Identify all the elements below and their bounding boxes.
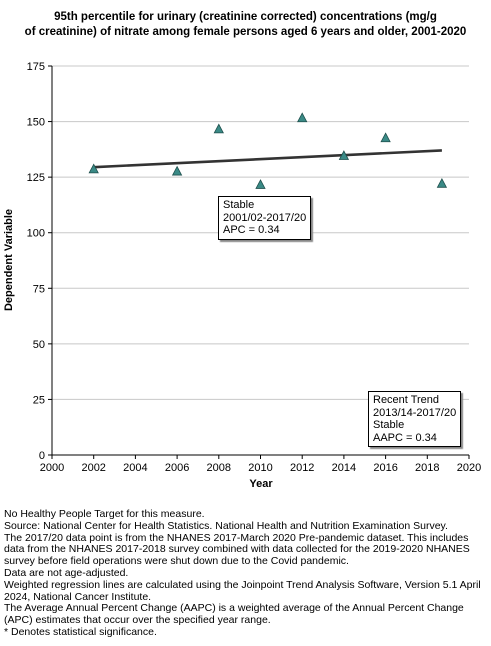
data-point (88, 163, 99, 174)
footnote: The Average Annual Percent Change (AAPC)… (4, 602, 464, 627)
y-tick-label: 150 (27, 117, 45, 129)
data-point (436, 177, 448, 188)
footnote: * Denotes statistical significance. (4, 625, 157, 638)
footnote: Weighted regression lines are calculated… (4, 578, 481, 603)
annotation-line: Stable (223, 199, 255, 211)
y-tick-label: 25 (33, 394, 45, 406)
footnote: The 2017/20 data point is from the NHANE… (4, 531, 470, 568)
data-points (88, 112, 448, 189)
data-point (255, 179, 266, 189)
y-tick-labels: 0 25 50 75 100 125 150 175 (27, 61, 45, 462)
data-point (171, 165, 183, 176)
y-tick-label: 175 (27, 61, 45, 73)
trend-line (93, 149, 442, 169)
x-tick-label: 2004 (123, 462, 147, 474)
footnote: Data are not age-adjusted. (4, 566, 129, 579)
x-tick-label: 2010 (248, 462, 272, 474)
footnote: Source: National Center for Health Stati… (4, 519, 448, 532)
x-tick-label: 2018 (415, 462, 439, 474)
x-tick-label: 2006 (165, 462, 189, 474)
trend-line-group (93, 149, 442, 169)
trend-annotation: Stable 2001/02-2017/20 APC = 0.34 (218, 196, 312, 240)
chart-title-line-2: of creatinine) of nitrate among female p… (24, 26, 467, 38)
y-axis-title: Dependent Variable (3, 209, 15, 311)
x-tick-label: 2012 (290, 462, 314, 474)
annotation-line: Recent Trend (373, 394, 440, 406)
data-point (213, 123, 224, 134)
x-tick-label: 2020 (457, 462, 481, 474)
x-axis-title: Year (249, 478, 273, 490)
data-point (338, 150, 350, 160)
x-tick-label: 2014 (332, 462, 356, 474)
y-tick-label: 0 (39, 450, 45, 462)
footnote: No Healthy People Target for this measur… (4, 508, 205, 520)
x-tick-label: 2016 (373, 462, 397, 474)
y-tick-label: 50 (33, 339, 45, 351)
x-tick-label: 2008 (207, 462, 231, 474)
data-point (297, 112, 308, 123)
y-tick-label: 75 (33, 283, 45, 295)
annotation-line: AAPC = 0.34 (373, 431, 437, 444)
recent-trend-annotation: Recent Trend 2013/14-2017/20 Stable AAPC… (368, 391, 462, 447)
y-tick-label: 100 (27, 228, 45, 240)
x-tick-labels: 2000 2002 2004 2006 2008 2010 2012 2014 2016 2018… (40, 462, 481, 474)
y-tick-label: 125 (27, 172, 45, 184)
x-tick-label: 2002 (81, 462, 105, 474)
chart-title: 95th percentile for urinary (creatinine … (0, 10, 491, 40)
annotation-line: 2013/14-2017/20 (373, 406, 457, 419)
axes (48, 65, 470, 459)
chart-title-line-1: 95th percentile for urinary (creatinine … (54, 11, 437, 23)
annotation-line: 2001/02-2017/20 (223, 211, 307, 224)
x-tick-label: 2000 (40, 462, 64, 474)
footnotes: No Healthy People Target for this measur… (4, 508, 490, 639)
annotation-line: Stable (373, 419, 405, 431)
chart: 2000 2002 2004 2006 2008 2010 2012 2014 2016 2018… (3, 61, 481, 490)
annotation-line: APC = 0.34 (223, 224, 280, 236)
data-point (380, 132, 391, 143)
